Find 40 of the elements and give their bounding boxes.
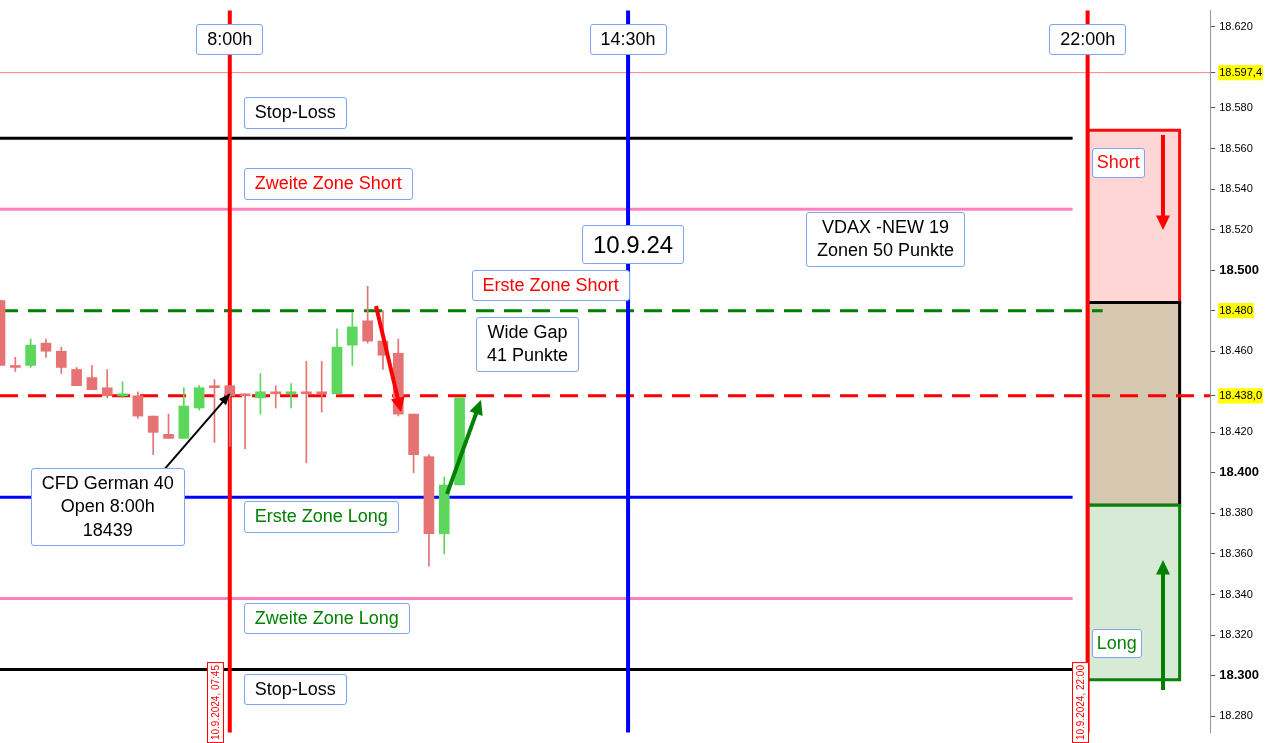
candlestick [316,361,328,413]
annotation: 10.9.24 [582,225,685,265]
y-tick-label: 18.460 [1219,344,1253,357]
ref-line-label: Stop-Loss [243,97,347,129]
ref-line-label: 22:00h [1049,24,1127,56]
y-tick-label: 18.500 [1219,261,1259,277]
ref-line-label: 8:00h [196,24,264,56]
y-tick-label: 18.540 [1219,182,1253,195]
y-tick-label: 18.380 [1219,506,1253,519]
y-tick-label: 18.480 [1219,303,1253,316]
y-tick-label: 18.420 [1219,425,1253,438]
band-label: Long [1091,628,1142,659]
y-tick-label: 18.360 [1219,547,1253,560]
ref-line-label: Stop-Loss [243,673,347,705]
candlestick [270,385,282,409]
ref-line-label: 14:30h [589,24,667,56]
candlestick [9,356,21,372]
candlestick [224,385,236,447]
y-tick-label: 18.400 [1219,464,1259,480]
y-tick-label: 18.300 [1219,667,1259,683]
candlestick [285,383,297,409]
y-tick-label: 18.597,4 [1219,65,1263,78]
annotation: VDAX -NEW 19 Zonen 50 Punkte [806,212,966,267]
ref-line-label: Erste Zone Short [471,269,630,302]
y-tick-label: 18.560 [1219,141,1253,154]
y-tick-label: 18.438,0 [1219,388,1263,401]
ref-line-label: Zweite Zone Short [243,168,413,200]
annotation: 10.9.2024, 07:45 [207,661,224,743]
y-tick-label: 18.620 [1219,19,1253,32]
y-tick-label: 18.580 [1219,100,1253,113]
ref-line-label: Zweite Zone Long [243,602,410,634]
annotation: Wide Gap 41 Punkte [476,317,580,372]
y-tick-label: 18.280 [1219,709,1253,722]
band-label: Short [1091,148,1145,178]
annotation: 10.9.2024, 22:00 [1072,661,1089,743]
annotation: CFD German 40 Open 8:00h 18439 [30,467,185,546]
y-tick-label: 18.320 [1219,628,1253,641]
y-tick-label: 18.340 [1219,587,1253,600]
y-tick-label: 18.520 [1219,222,1253,235]
ref-line-label: Erste Zone Long [243,501,399,533]
